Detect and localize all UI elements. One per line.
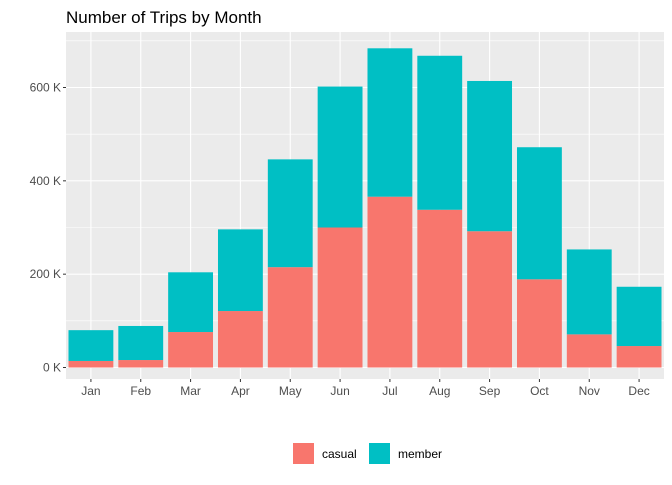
bar-member-oct xyxy=(516,147,562,280)
bar-member-mar xyxy=(168,272,214,333)
plot-panel xyxy=(66,32,664,379)
legend-key-member xyxy=(369,443,390,464)
bar-casual-oct xyxy=(516,279,562,368)
bar-member-apr xyxy=(217,229,263,312)
y-tick-label: 600 K xyxy=(30,81,61,95)
bar-casual-jan xyxy=(68,360,114,368)
x-tick-label: Dec xyxy=(628,384,649,398)
bar-casual-jun xyxy=(317,227,363,368)
bar-casual-feb xyxy=(118,360,164,368)
bar-member-jul xyxy=(367,48,413,197)
y-tick-label: 200 K xyxy=(30,267,61,281)
x-tick-label: Mar xyxy=(180,384,201,398)
bar-member-jun xyxy=(317,86,363,228)
chart-title: Number of Trips by Month xyxy=(66,8,262,27)
bar-member-sep xyxy=(467,80,513,232)
bar-member-jan xyxy=(68,330,114,361)
bar-casual-may xyxy=(267,267,313,368)
legend-label-casual: casual xyxy=(322,447,357,461)
x-tick-label: Oct xyxy=(530,384,549,398)
bar-casual-aug xyxy=(417,209,463,368)
x-tick-label: Aug xyxy=(429,384,450,398)
bar-casual-mar xyxy=(168,332,214,368)
bar-casual-nov xyxy=(566,334,612,368)
bar-casual-jul xyxy=(367,196,413,368)
x-tick-label: Jul xyxy=(382,384,397,398)
legend-key-casual xyxy=(293,443,314,464)
x-tick-label: Jun xyxy=(330,384,349,398)
legend-label-member: member xyxy=(398,447,442,461)
y-tick-label: 0 K xyxy=(43,361,61,375)
bar-member-feb xyxy=(118,325,164,361)
bar-member-may xyxy=(267,159,313,268)
x-tick-label: Nov xyxy=(579,384,600,398)
bar-casual-apr xyxy=(217,311,263,368)
bars xyxy=(68,48,662,368)
x-tick-label: Apr xyxy=(231,384,250,398)
y-tick-label: 400 K xyxy=(30,174,61,188)
x-tick-label: May xyxy=(279,384,302,398)
axes: 0 K 200 K 400 K 600 K Jan Feb Mar Apr May Jun Jul A… xyxy=(30,81,650,399)
bar-member-aug xyxy=(417,55,463,210)
x-tick-label: Jan xyxy=(81,384,100,398)
bar-member-dec xyxy=(616,286,662,347)
legend: casual member xyxy=(293,443,442,464)
bar-member-nov xyxy=(566,249,612,335)
bar-casual-dec xyxy=(616,346,662,368)
x-tick-label: Feb xyxy=(130,384,151,398)
bar-casual-sep xyxy=(467,231,513,368)
x-tick-label: Sep xyxy=(479,384,501,398)
